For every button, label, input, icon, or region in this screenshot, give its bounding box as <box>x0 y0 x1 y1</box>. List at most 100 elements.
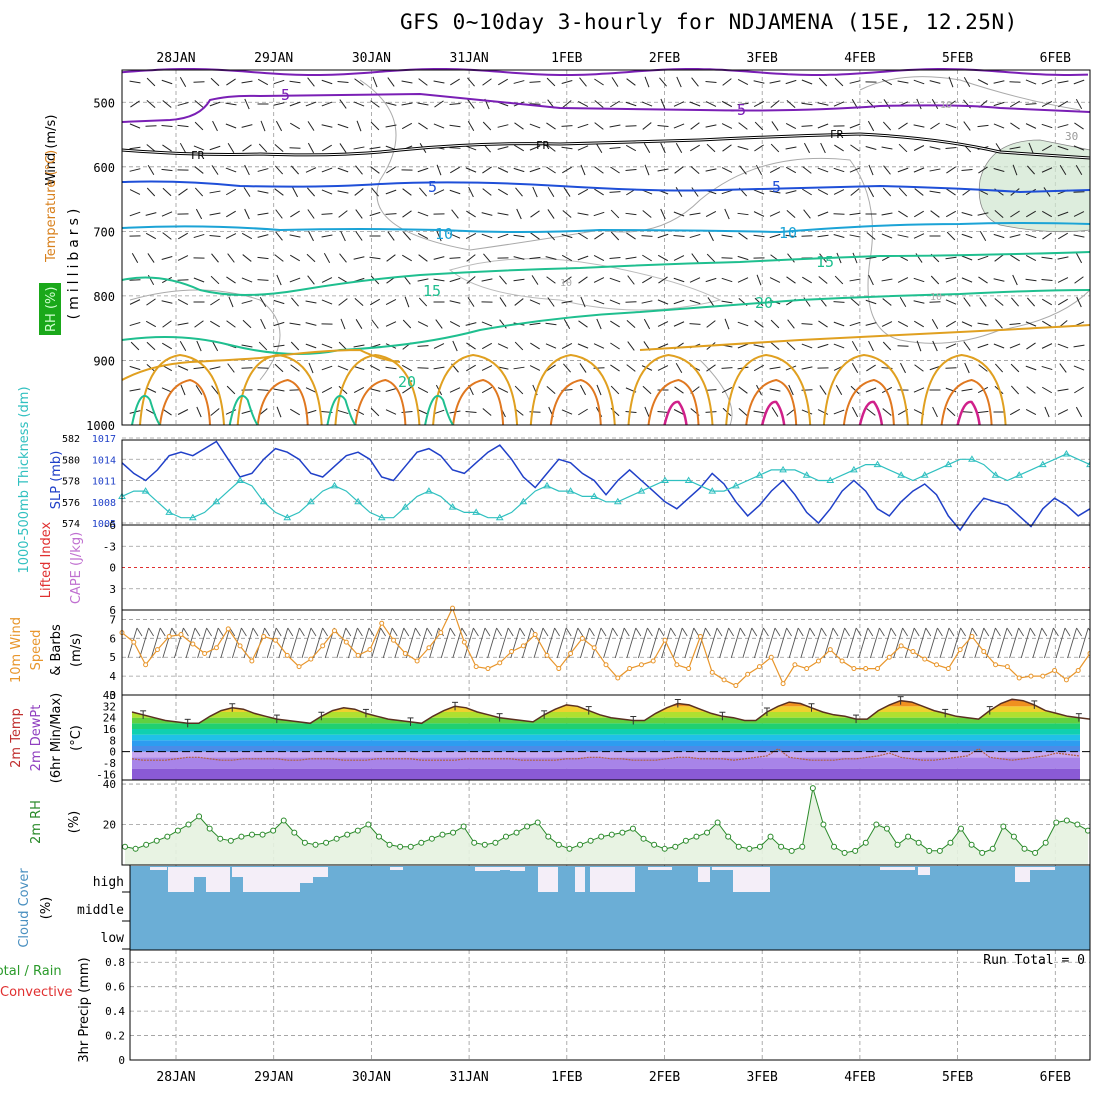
date-label-bottom: 30JAN <box>352 1070 391 1085</box>
wind-barb-flag <box>287 627 294 637</box>
rh-point <box>428 835 435 842</box>
wind-barb <box>673 211 685 217</box>
wind-barb-flag <box>797 627 804 637</box>
wind-barb <box>241 300 253 304</box>
wind-barb <box>625 410 637 414</box>
wind-barb <box>721 234 733 238</box>
wind-barb <box>706 364 716 372</box>
rh-point <box>227 837 234 844</box>
y-tick-labels: 5006007008009001000101710141011100810055… <box>62 96 125 1067</box>
date-label-top: 3FEB <box>747 51 778 66</box>
wind-barb <box>691 187 699 197</box>
rh-point <box>217 835 224 842</box>
wind-barb <box>514 298 524 306</box>
wind-barb-10m <box>452 627 463 659</box>
wind-barb <box>337 190 349 194</box>
wind-barb <box>1009 234 1021 238</box>
wind-speed-point <box>154 647 160 653</box>
wind-barb <box>609 124 621 128</box>
wind-barb <box>289 101 301 107</box>
ylabel-temp-units: (°C) <box>69 725 84 751</box>
wind-barb <box>339 253 347 263</box>
wind-barb <box>753 189 765 195</box>
wind-speed-point <box>1075 667 1081 673</box>
wind-barb-flag <box>241 627 247 637</box>
wind-barb <box>593 299 605 305</box>
wind-barb-10m <box>371 627 382 659</box>
wind-barb <box>209 101 221 107</box>
wind-barb <box>481 321 493 327</box>
wind-barb <box>321 387 333 393</box>
wind-barb <box>210 77 220 87</box>
date-label-top: 4FEB <box>844 51 875 66</box>
wind-barb <box>530 232 540 240</box>
wind-barb <box>660 98 666 110</box>
wind-barb <box>643 142 651 154</box>
wind-speed-point <box>591 645 597 651</box>
wind-barb <box>610 166 620 174</box>
wind-barb-10m <box>487 627 498 659</box>
wind-barb <box>641 101 653 107</box>
wind-barb <box>466 276 476 284</box>
wind-speed-point <box>520 643 526 649</box>
wind-barb <box>738 232 748 240</box>
temp-contour-20-low <box>228 394 259 426</box>
wind-barb <box>532 186 538 198</box>
wind-barb <box>257 168 269 172</box>
wind-barb-10m <box>556 627 567 659</box>
wind-barb <box>916 340 922 352</box>
wind-barb <box>401 122 413 130</box>
wind-barb <box>753 364 765 372</box>
wind-barb <box>900 362 906 374</box>
date-label-top: 2FEB <box>649 51 680 66</box>
wind-barb <box>849 278 861 282</box>
wind-barb <box>1025 365 1037 371</box>
wind-barb <box>929 190 941 194</box>
wind-barb <box>625 256 637 260</box>
wind-barb <box>179 340 187 352</box>
wind-barb <box>753 80 765 84</box>
tick-label-rh: 40 <box>103 778 116 791</box>
wind-barb <box>449 387 461 393</box>
rh-point <box>778 843 785 850</box>
wind-barb <box>737 102 749 106</box>
wind-barb <box>385 124 397 128</box>
wind-speed-point <box>284 652 290 658</box>
date-label-bottom: 5FEB <box>942 1070 973 1085</box>
wind-barb <box>370 166 380 174</box>
cloud-high-bar <box>733 867 760 892</box>
wind-barb <box>401 102 413 106</box>
wind-barb <box>225 167 237 173</box>
wind-barb <box>673 255 685 261</box>
wind-barb <box>193 277 205 283</box>
wind-barb <box>849 234 861 238</box>
temp-contour-25 <box>529 353 616 426</box>
wind-barb <box>673 409 685 415</box>
wind-barb <box>354 297 364 307</box>
wind-barb <box>529 256 541 260</box>
wind-barb <box>273 388 285 392</box>
wind-barb <box>675 363 683 373</box>
wind-barb-10m <box>719 627 730 659</box>
wind-barb <box>882 121 892 131</box>
cloud-level-high: high <box>93 875 124 890</box>
wind-barb-10m <box>336 627 347 659</box>
wind-barb-10m <box>289 627 300 659</box>
wind-barb <box>963 121 971 131</box>
wind-barb <box>849 321 861 327</box>
slp-line <box>121 440 1091 532</box>
wind-barb <box>1073 365 1085 371</box>
rh-point <box>629 825 636 832</box>
wind-barb <box>786 209 796 219</box>
wind-speed-point <box>178 632 184 638</box>
wind-barb <box>913 300 925 304</box>
wind-barb <box>1074 122 1084 130</box>
wind-barb <box>754 320 764 328</box>
wind-barb-flag <box>600 627 607 637</box>
wind-barb <box>834 77 844 87</box>
wind-barb <box>1073 145 1085 151</box>
thickness-point <box>543 481 551 489</box>
wind-barb <box>452 340 458 352</box>
wind-barb <box>386 166 396 174</box>
